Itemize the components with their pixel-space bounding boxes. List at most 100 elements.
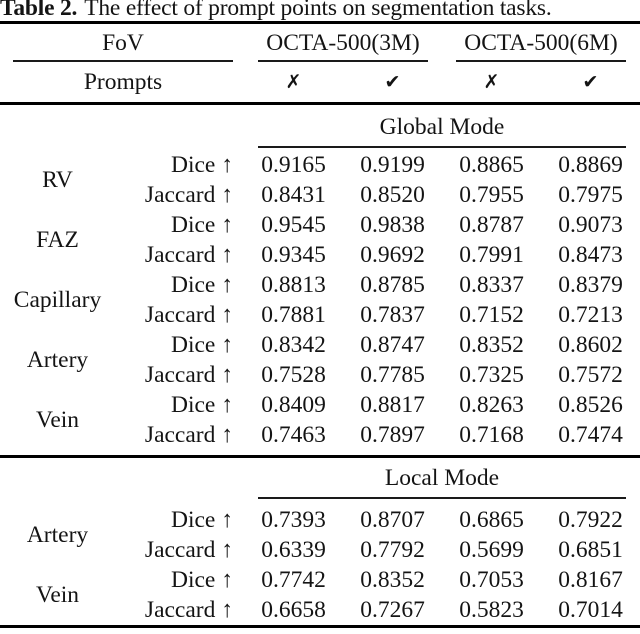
metric-value: 0.6865 — [459, 507, 524, 533]
check-mark-icon: ✔ — [384, 71, 401, 93]
metric-value: 0.8167 — [558, 567, 623, 593]
metric-value: 0.7792 — [360, 537, 425, 563]
metric-value: 0.7053 — [459, 567, 524, 593]
check-mark-icon: ✔ — [582, 71, 599, 93]
header-prompts: Prompts — [83, 68, 163, 95]
metric-value: 0.5699 — [459, 537, 524, 563]
metric-label: Jaccard ↑ — [144, 182, 233, 208]
metric-value: 0.7897 — [360, 422, 425, 448]
local-mode-rows: Artery Dice ↑ 0.7393 0.8707 0.6865 0.7922 Jacc… — [0, 505, 640, 625]
metric-value: 0.8431 — [261, 182, 326, 208]
table-row: Dice ↑ 0.9545 0.9838 0.8787 0.9073 — [115, 210, 640, 240]
metric-value: 0.7014 — [558, 597, 623, 623]
metric-value: 0.7393 — [261, 507, 326, 533]
metric-value: 0.7881 — [261, 302, 326, 328]
metric-value: 0.5823 — [459, 597, 524, 623]
metric-value: 0.8787 — [459, 212, 524, 238]
table-row: Jaccard ↑ 0.8431 0.8520 0.7955 0.7975 — [115, 180, 640, 210]
section-header-local-mode: Local Mode — [384, 464, 500, 491]
metric-value: 0.7152 — [459, 302, 524, 328]
metric-value: 0.8817 — [360, 392, 425, 418]
metric-label: Dice ↑ — [171, 152, 233, 178]
fov-group: Artery Dice ↑ 0.7393 0.8707 0.6865 0.7922 Jacc… — [0, 505, 640, 565]
table-row: Dice ↑ 0.8813 0.8785 0.8337 0.8379 — [115, 270, 640, 300]
metric-value: 0.7837 — [360, 302, 425, 328]
metric-value: 0.8352 — [459, 332, 524, 358]
fov-group: Artery Dice ↑ 0.8342 0.8747 0.8352 0.8602 Jacc… — [0, 330, 640, 390]
cross-mark-icon: ✗ — [483, 71, 500, 93]
metric-value: 0.6658 — [261, 597, 326, 623]
fov-group: Capillary Dice ↑ 0.8813 0.8785 0.8337 0.8379 J… — [0, 270, 640, 330]
metric-value: 0.9199 — [360, 152, 425, 178]
section-header-global-mode: Global Mode — [379, 113, 505, 140]
metric-value: 0.8520 — [360, 182, 425, 208]
table-row: Dice ↑ 0.8409 0.8817 0.8263 0.8526 — [115, 390, 640, 420]
fov-group: FAZ Dice ↑ 0.9545 0.9838 0.8787 0.9073 Jaccard… — [0, 210, 640, 270]
metric-value: 0.8473 — [558, 242, 623, 268]
header-group-octa-6m: OCTA-500(6M) — [464, 29, 618, 56]
table-caption-label: Table 2. — [0, 0, 78, 21]
metric-value: 0.9345 — [261, 242, 326, 268]
table-row: Dice ↑ 0.8342 0.8747 0.8352 0.8602 — [115, 330, 640, 360]
metric-value: 0.9073 — [558, 212, 623, 238]
fov-label: Vein — [35, 581, 80, 608]
metric-value: 0.9165 — [261, 152, 326, 178]
header-group-octa-3m: OCTA-500(3M) — [266, 29, 420, 56]
metric-value: 0.6851 — [558, 537, 623, 563]
metric-value: 0.9545 — [261, 212, 326, 238]
metric-value: 0.8865 — [459, 152, 524, 178]
metric-value: 0.7474 — [558, 422, 623, 448]
table-caption-text: The effect of prompt points on segmentat… — [84, 0, 552, 21]
fov-label: Capillary — [13, 286, 102, 313]
metric-label: Jaccard ↑ — [144, 242, 233, 268]
table-row: Dice ↑ 0.7742 0.8352 0.7053 0.8167 — [115, 565, 640, 595]
metric-value: 0.8747 — [360, 332, 425, 358]
metric-value: 0.7528 — [261, 362, 326, 388]
metric-value: 0.7325 — [459, 362, 524, 388]
table-caption: Table 2. The effect of prompt points on s… — [0, 0, 640, 21]
metric-label: Dice ↑ — [171, 392, 233, 418]
metric-value: 0.8707 — [360, 507, 425, 533]
metric-value: 0.8813 — [261, 272, 326, 298]
metric-value: 0.8602 — [558, 332, 623, 358]
table-row: Jaccard ↑ 0.7881 0.7837 0.7152 0.7213 — [115, 300, 640, 330]
header-fov: FoV — [102, 29, 144, 56]
metric-value: 0.7785 — [360, 362, 425, 388]
cmidrule-global-mode — [258, 146, 626, 148]
metric-label: Jaccard ↑ — [144, 422, 233, 448]
head-rule — [0, 102, 640, 105]
fov-label: FAZ — [36, 226, 79, 253]
table-row: Dice ↑ 0.9165 0.9199 0.8865 0.8869 — [115, 150, 640, 180]
table-row: Jaccard ↑ 0.7528 0.7785 0.7325 0.7572 — [115, 360, 640, 390]
metric-value: 0.7975 — [558, 182, 623, 208]
fov-label: Artery — [26, 521, 89, 548]
metric-label: Dice ↑ — [171, 567, 233, 593]
metric-value: 0.7991 — [459, 242, 524, 268]
metric-label: Jaccard ↑ — [144, 362, 233, 388]
metric-label: Dice ↑ — [171, 507, 233, 533]
metric-value: 0.8869 — [558, 152, 623, 178]
metric-value: 0.6339 — [261, 537, 326, 563]
fov-group: RV Dice ↑ 0.9165 0.9199 0.8865 0.8869 Jaccard … — [0, 150, 640, 210]
table-row: Dice ↑ 0.7393 0.8707 0.6865 0.7922 — [115, 505, 640, 535]
metric-label: Jaccard ↑ — [144, 537, 233, 563]
section-divider-rule — [0, 455, 640, 458]
metric-label: Dice ↑ — [171, 272, 233, 298]
metric-value: 0.8785 — [360, 272, 425, 298]
metric-label: Jaccard ↑ — [144, 597, 233, 623]
metric-value: 0.9838 — [360, 212, 425, 238]
metric-value: 0.7572 — [558, 362, 623, 388]
metric-value: 0.7922 — [558, 507, 623, 533]
metric-value: 0.7168 — [459, 422, 524, 448]
metric-value: 0.7267 — [360, 597, 425, 623]
fov-label: Artery — [26, 346, 89, 373]
metric-value: 0.7742 — [261, 567, 326, 593]
metric-value: 0.9692 — [360, 242, 425, 268]
metric-value: 0.8409 — [261, 392, 326, 418]
table-row: Jaccard ↑ 0.6658 0.7267 0.5823 0.7014 — [115, 595, 640, 625]
metric-value: 0.7213 — [558, 302, 623, 328]
metric-value: 0.8526 — [558, 392, 623, 418]
cmidrule-fov — [13, 60, 233, 62]
metric-value: 0.8342 — [261, 332, 326, 358]
